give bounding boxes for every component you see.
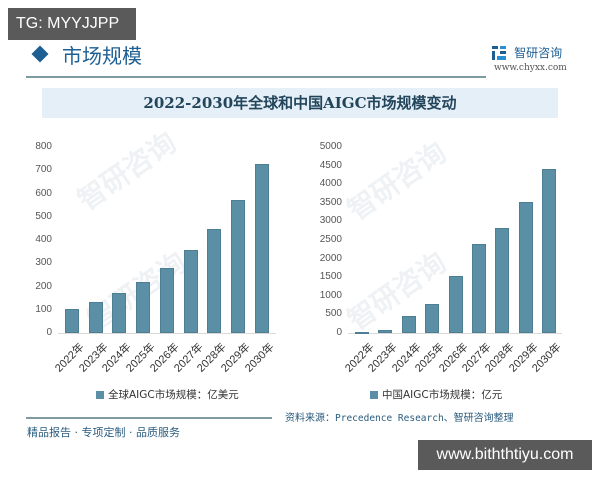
brand-name: 智研咨询 <box>514 46 563 60</box>
data-source: 资料来源：Precedence Research、智研咨询整理 <box>285 409 514 424</box>
bar-2027年 <box>472 243 486 333</box>
china-aigc-bar-chart: 0 500 1000 1500 2000 2500 3000 3500 4000 4500 5000… <box>300 140 580 410</box>
section-title: 市场规模 <box>62 44 142 68</box>
y-axis-tick: 4000 <box>319 178 342 190</box>
bar-2024年 <box>401 315 416 333</box>
bar-2030年 <box>254 163 269 333</box>
y-axis-tick: 700 <box>35 164 52 176</box>
y-axis-tick: 800 <box>35 141 52 152</box>
bar-2022年 <box>65 308 79 333</box>
legend-label: 全球AIGC市场规模：亿美元 <box>108 389 239 401</box>
source-text: Precedence Research <box>335 413 444 424</box>
y-axis-tick: 200 <box>35 280 52 292</box>
chart-title: 2022-2030年全球和中国AIGC市场规模变动 <box>42 88 558 118</box>
bar-2023年 <box>378 330 393 333</box>
y-axis-tick: 5000 <box>319 141 342 152</box>
y-axis-tick: 3000 <box>319 215 342 227</box>
global-aigc-bar-chart: 0 100 200 300 400 500 600 700 800 2022年 2023年 2024年… <box>20 140 290 410</box>
bar-2025年 <box>425 303 440 333</box>
y-axis-tick: 400 <box>35 234 52 245</box>
infographic-card: 智研咨询 智研咨询 智研咨询 智研咨询 市场规模 智研咨询 www.chyxx.… <box>20 40 580 439</box>
bar-2026年 <box>159 268 174 333</box>
diamond-icon <box>31 45 49 63</box>
x-axis-line <box>348 333 562 334</box>
brand-url: www.chyxx.com <box>494 63 567 73</box>
chart-legend: 全球AIGC市场规模：亿美元 <box>96 387 239 402</box>
header-divider <box>26 76 486 78</box>
bar-2024年 <box>112 293 127 333</box>
legend-swatch-icon <box>96 391 104 399</box>
x-axis-line <box>58 333 276 334</box>
bar-2023年 <box>88 301 103 333</box>
brand-logo: 智研咨询 www.chyxx.com <box>492 42 567 73</box>
y-axis-tick: 2000 <box>319 252 342 264</box>
y-axis-tick: 0 <box>46 327 52 338</box>
brand-logo-icon <box>492 45 506 60</box>
chart-legend: 中国AIGC市场规模：亿元 <box>370 387 502 402</box>
y-axis-tick: 0 <box>336 327 342 338</box>
bar-2026年 <box>448 275 463 333</box>
bar-2029年 <box>230 200 245 333</box>
y-axis-tick: 500 <box>325 308 342 320</box>
bar-2027年 <box>183 250 198 333</box>
y-axis-tick: 1000 <box>319 289 342 301</box>
section-header: 市场规模 <box>26 40 574 80</box>
legend-label: 中国AIGC市场规模：亿元 <box>382 389 503 401</box>
y-axis-tick: 300 <box>35 257 52 269</box>
y-axis-tick: 100 <box>35 303 52 315</box>
footer-divider <box>26 417 272 419</box>
bottom-overlay-badge: www.biththtiyu.com <box>418 440 592 470</box>
y-axis-tick: 2500 <box>319 234 342 245</box>
y-axis-tick: 500 <box>35 210 52 222</box>
bar-2025年 <box>136 282 151 333</box>
bar-2028年 <box>207 228 222 333</box>
bar-2029年 <box>518 202 533 333</box>
source-label: 资料来源： <box>285 413 335 424</box>
top-overlay-badge: TG: MYYJJPP <box>8 8 136 40</box>
bar-2030年 <box>542 169 557 333</box>
source-suffix: 、智研咨询整理 <box>443 413 514 424</box>
y-axis-tick: 600 <box>35 187 52 199</box>
bar-2028年 <box>495 227 510 333</box>
y-axis-tick: 4500 <box>319 159 342 171</box>
bar-2022年 <box>355 332 369 334</box>
legend-swatch-icon <box>370 391 378 399</box>
footer-tagline: 精品报告 · 专项定制 · 品质服务 <box>27 426 180 439</box>
y-axis-tick: 3500 <box>319 196 342 208</box>
y-axis-tick: 1500 <box>319 271 342 283</box>
